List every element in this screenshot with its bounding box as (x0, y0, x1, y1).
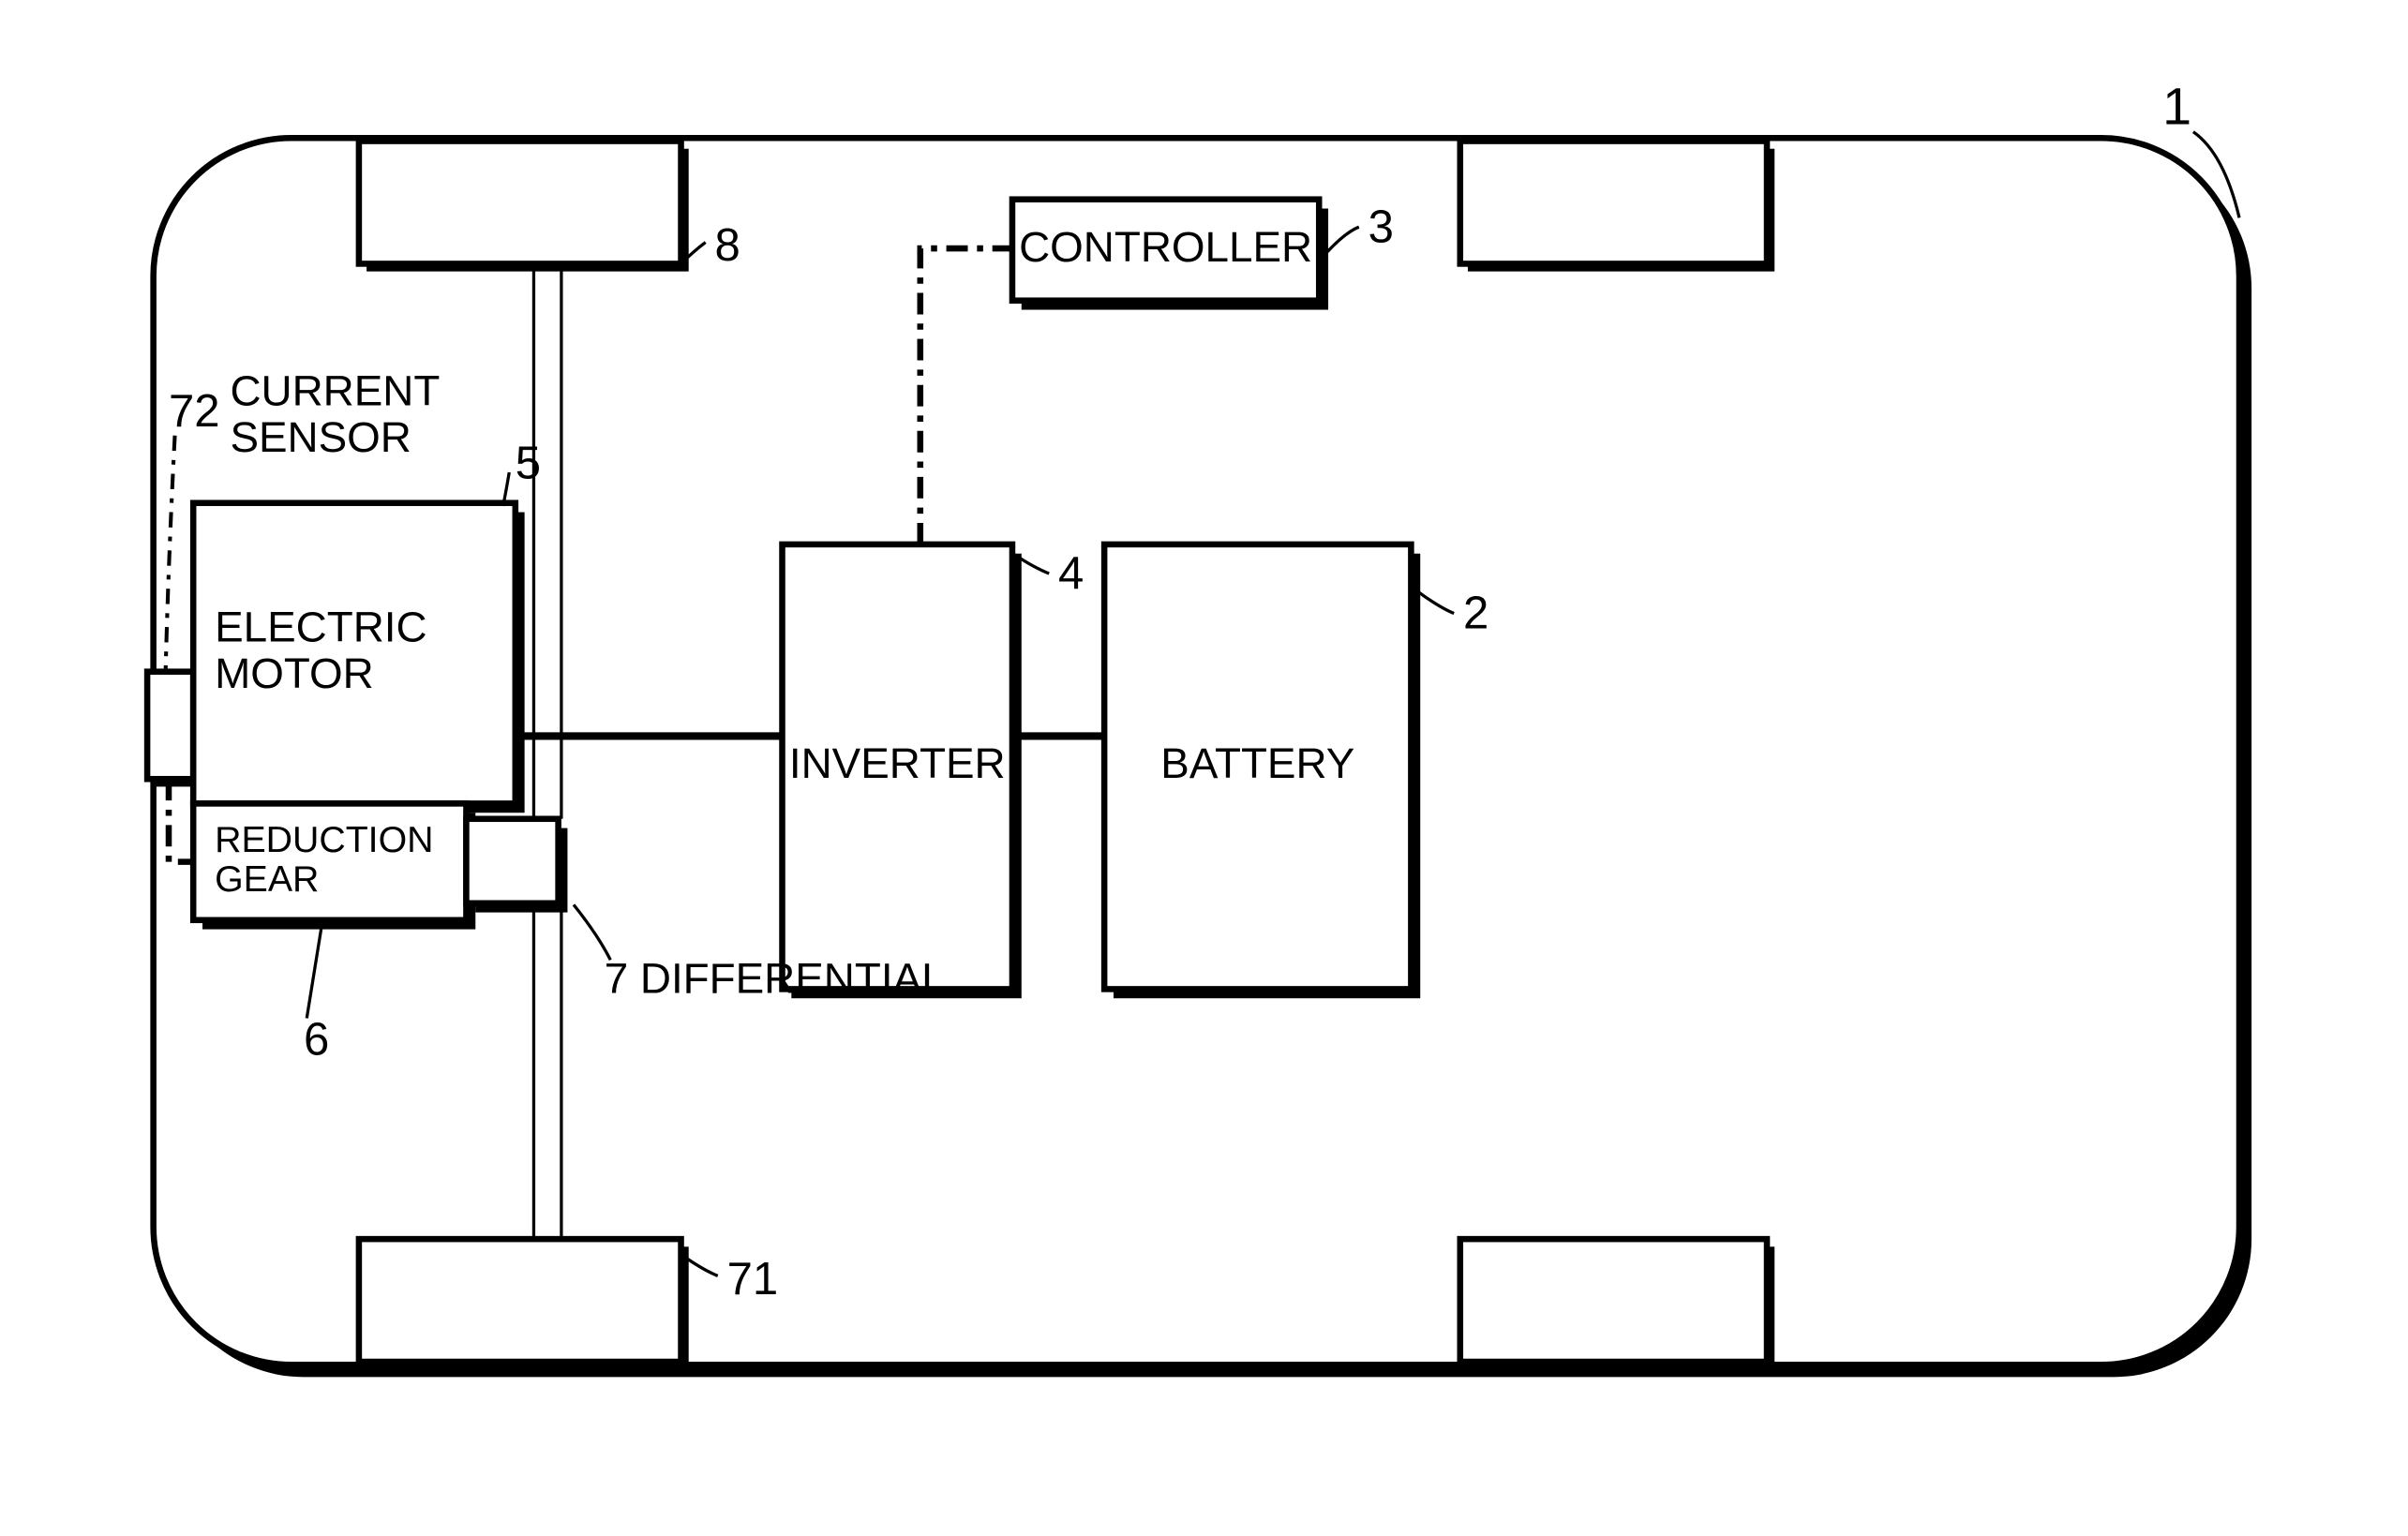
svg-text:5: 5 (516, 438, 541, 488)
svg-text:72: 72 (169, 386, 220, 437)
wheel-front-right (359, 1239, 681, 1362)
lbl-4: 4 (1058, 548, 1084, 599)
lbl-2: 2 (1463, 589, 1488, 639)
svg-text:ELECTRIC: ELECTRIC (215, 603, 426, 650)
battery-label: BATTERY (1160, 739, 1354, 787)
lbl-8: 8 (715, 220, 740, 271)
lbl-71: 71 (727, 1254, 779, 1305)
lbl-7-diff: 7 DIFFERENTIAL (605, 954, 946, 1002)
chassis-label: 1 (2162, 78, 2191, 136)
lbl-6: 6 (304, 1015, 329, 1066)
lbl-3: 3 (1369, 201, 1394, 252)
wheel-rear-right (1460, 1239, 1767, 1362)
sensor-stub (147, 672, 193, 780)
svg-text:CURRENT: CURRENT (230, 366, 440, 414)
wheel-rear-left (1460, 142, 1767, 264)
svg-text:BATTERY: BATTERY (1160, 739, 1354, 787)
svg-text:3: 3 (1369, 201, 1394, 252)
svg-text:6: 6 (304, 1015, 329, 1066)
wheel-front-left (359, 142, 681, 264)
controller-label: CONTROLLER (1019, 223, 1312, 271)
svg-text:MOTOR: MOTOR (215, 649, 374, 697)
svg-text:2: 2 (1463, 589, 1488, 639)
differential-block (466, 819, 558, 903)
inverter-label: INVERTER (789, 739, 1006, 787)
lbl-72: 72 (169, 386, 220, 437)
lbl-current-sensor: CURRENTSENSOR (230, 366, 440, 460)
svg-text:71: 71 (727, 1254, 779, 1305)
svg-text:1: 1 (2162, 78, 2191, 136)
svg-text:INVERTER: INVERTER (789, 739, 1006, 787)
svg-text:SENSOR: SENSOR (230, 413, 411, 461)
svg-text:GEAR: GEAR (215, 858, 319, 900)
svg-text:7 DIFFERENTIAL: 7 DIFFERENTIAL (605, 954, 946, 1002)
vehicle-diagram: CONTROLLER INVERTER BATTERY ELECTRICMOTOR RE… (0, 0, 2408, 1533)
svg-text:4: 4 (1058, 548, 1084, 599)
svg-text:REDUCTION: REDUCTION (215, 819, 433, 860)
svg-text:CONTROLLER: CONTROLLER (1019, 223, 1312, 271)
svg-text:8: 8 (715, 220, 740, 271)
lbl-5: 5 (516, 438, 541, 488)
